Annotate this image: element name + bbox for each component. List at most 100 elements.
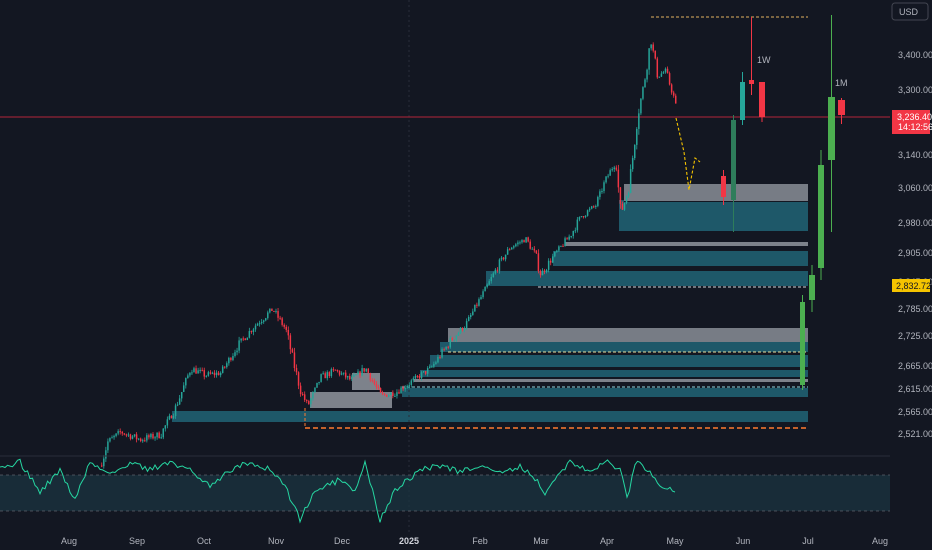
candle-body xyxy=(219,372,222,376)
zone-box xyxy=(553,251,808,266)
candle-body xyxy=(504,254,507,260)
candle-body xyxy=(127,434,130,436)
candle-body xyxy=(129,434,132,439)
candle-body xyxy=(603,182,605,191)
candle-body xyxy=(183,385,185,392)
candle-body xyxy=(193,368,195,373)
candle-body xyxy=(461,327,464,331)
candle-body xyxy=(621,203,624,210)
candle-body xyxy=(211,372,214,374)
candle-body xyxy=(638,113,640,129)
candle-body xyxy=(168,415,171,420)
candle-body xyxy=(314,387,316,393)
candle-body xyxy=(484,286,486,292)
zones-layer xyxy=(172,16,808,429)
candle-body xyxy=(135,434,138,440)
weekly-candle-body xyxy=(731,120,736,200)
candle-body xyxy=(457,333,460,336)
candle-body xyxy=(221,366,224,373)
candle-body xyxy=(652,44,654,51)
candle-body xyxy=(199,369,201,371)
candle-body xyxy=(402,387,404,390)
candle-body xyxy=(279,317,281,319)
time-tick-label: Dec xyxy=(334,536,351,546)
candle-body xyxy=(426,368,429,374)
zone-box xyxy=(414,379,808,382)
candle-body xyxy=(515,244,517,247)
candle-body xyxy=(595,205,597,207)
candle-body xyxy=(443,349,445,351)
time-tick-label: Feb xyxy=(472,536,488,546)
candle-body xyxy=(601,190,603,192)
candle-body xyxy=(644,79,646,88)
candle-body xyxy=(408,384,410,386)
time-tick-label: 2025 xyxy=(399,536,419,546)
candle-body xyxy=(449,338,451,348)
candle-body xyxy=(506,249,509,255)
candle-body xyxy=(244,338,246,341)
candle-body xyxy=(322,373,324,375)
candle-body xyxy=(256,323,259,326)
marked-price-tag: 2,832.720 xyxy=(892,279,932,292)
candle-body xyxy=(404,387,406,390)
candle-body xyxy=(185,378,187,386)
candle-body xyxy=(613,167,615,170)
candle-body xyxy=(582,216,585,218)
candle-body xyxy=(562,245,564,247)
candle-body xyxy=(275,311,277,313)
candle-body xyxy=(394,395,396,397)
price-tick-label: 3,400.000 xyxy=(898,50,932,60)
timeframe-label-1m: 1M xyxy=(835,78,848,88)
candle-body xyxy=(306,400,308,402)
candle-body xyxy=(578,217,581,220)
candle-body xyxy=(103,458,105,467)
time-axis[interactable]: Aug Sep Oct Nov Dec 2025 Feb Mar Apr May Jun Jul Aug xyxy=(61,536,888,546)
candle-body xyxy=(170,415,173,419)
time-tick-label: Aug xyxy=(872,536,888,546)
candle-body xyxy=(213,372,216,376)
candle-body xyxy=(365,368,367,372)
candle-body xyxy=(191,372,193,374)
candle-body xyxy=(367,368,369,374)
candle-body xyxy=(666,68,669,74)
candle-body xyxy=(295,368,298,373)
candle-body xyxy=(260,321,263,324)
candle-body xyxy=(320,374,322,382)
candle-body xyxy=(226,363,228,368)
candle-body xyxy=(291,349,294,353)
candle-body xyxy=(381,392,384,394)
candle-body xyxy=(230,357,232,360)
candle-body xyxy=(176,404,179,406)
candle-body xyxy=(273,310,275,312)
candle-body xyxy=(431,366,433,368)
candle-body xyxy=(500,257,503,260)
candle-body xyxy=(234,352,236,357)
candle-body xyxy=(439,356,441,358)
candle-body xyxy=(371,380,374,382)
candle-body xyxy=(299,385,302,394)
candle-body xyxy=(383,393,386,395)
candle-body xyxy=(363,368,365,372)
candle-body xyxy=(109,438,111,442)
candle-body xyxy=(201,369,203,371)
candle-body xyxy=(629,169,632,194)
candle-body xyxy=(195,368,197,374)
price-tick-label: 2,565.000 xyxy=(898,407,932,417)
candle-body xyxy=(529,241,531,249)
timeframe-label-1w: 1W xyxy=(757,55,771,65)
zone-box xyxy=(448,328,808,342)
candle-body xyxy=(301,393,304,395)
candle-body xyxy=(465,321,468,329)
zone-box xyxy=(310,392,392,408)
price-axis[interactable]: USD 3,400.000 3,300.000 3,140.000 3,060.000 2… xyxy=(890,0,932,550)
candle-body xyxy=(437,356,439,363)
candle-body xyxy=(494,269,497,274)
candle-body xyxy=(636,128,638,145)
time-tick-label: Jun xyxy=(736,536,751,546)
candle-body xyxy=(523,240,525,243)
candle-body xyxy=(498,259,501,271)
candle-body xyxy=(310,398,312,405)
candle-body xyxy=(232,356,234,360)
candle-body xyxy=(242,338,244,340)
